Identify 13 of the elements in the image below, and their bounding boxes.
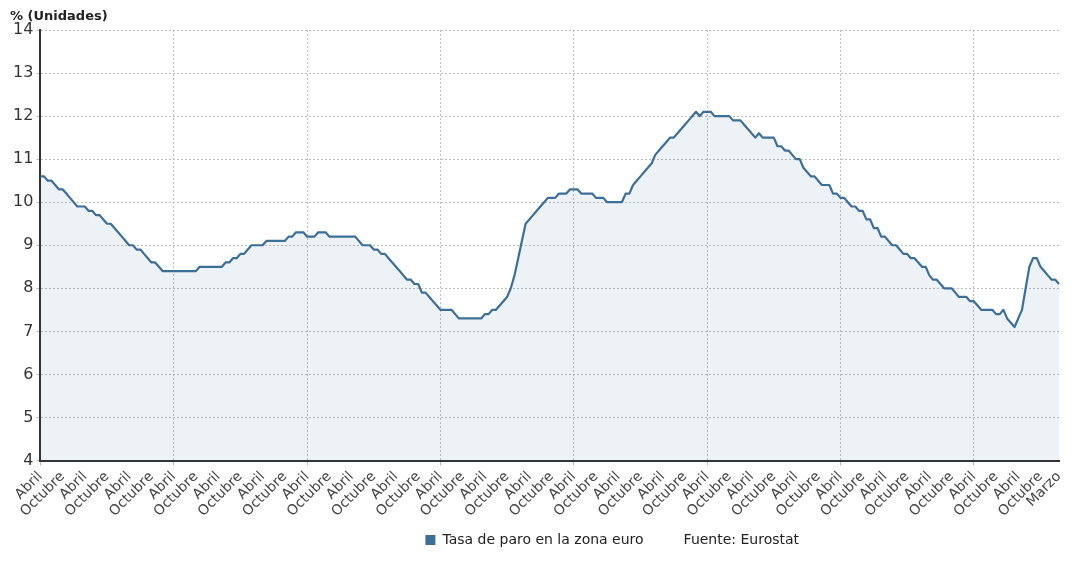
- y-tick-label: 11: [13, 148, 34, 168]
- y-tick-label: 13: [13, 62, 34, 82]
- source-note: Fuente: Eurostat: [683, 530, 800, 547]
- legend-label: Tasa de paro en la zona euro: [441, 530, 644, 547]
- y-tick-label: 4: [23, 449, 34, 469]
- y-tick-label: 6: [23, 363, 34, 383]
- y-tick-label: 10: [13, 191, 34, 211]
- y-tick-label: 9: [23, 234, 34, 254]
- y-axis-title: % (Unidades): [10, 7, 108, 23]
- y-tick-label: 12: [13, 105, 34, 125]
- y-tick-label: 8: [23, 277, 34, 297]
- y-tick-label: 7: [23, 320, 34, 340]
- y-tick-label: 5: [23, 406, 34, 426]
